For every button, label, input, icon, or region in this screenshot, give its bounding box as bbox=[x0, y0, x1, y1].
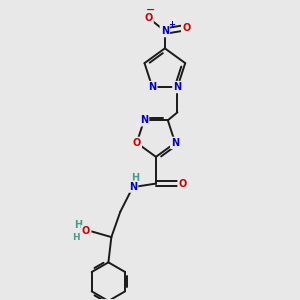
Text: H: H bbox=[75, 220, 83, 230]
Text: N: N bbox=[161, 26, 169, 36]
Text: −: − bbox=[146, 4, 155, 14]
Text: N: N bbox=[173, 82, 181, 92]
Text: +: + bbox=[168, 20, 175, 29]
Text: H: H bbox=[131, 173, 139, 183]
Text: O: O bbox=[178, 178, 187, 189]
Text: O: O bbox=[144, 13, 153, 23]
Text: N: N bbox=[148, 82, 156, 92]
Text: H: H bbox=[72, 232, 80, 242]
Text: O: O bbox=[182, 23, 190, 33]
Text: O: O bbox=[82, 226, 90, 236]
Text: N: N bbox=[140, 115, 148, 125]
Text: N: N bbox=[129, 182, 137, 192]
Text: N: N bbox=[171, 138, 179, 148]
Text: O: O bbox=[133, 138, 141, 148]
